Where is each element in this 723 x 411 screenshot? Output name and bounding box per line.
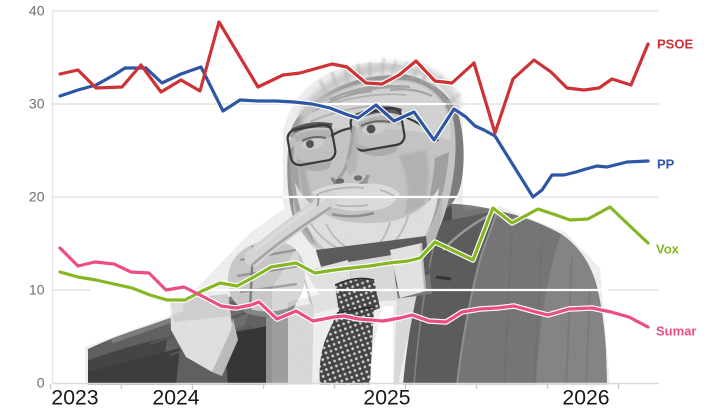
svg-text:30: 30 [29,96,45,112]
svg-text:10: 10 [29,282,45,298]
svg-text:2024: 2024 [152,387,199,407]
svg-text:0: 0 [37,375,45,391]
svg-text:2025: 2025 [363,387,410,407]
svg-text:Vox: Vox [656,242,680,257]
svg-text:40: 40 [29,3,45,19]
svg-text:2023: 2023 [51,387,98,407]
svg-text:20: 20 [29,189,45,205]
svg-text:2026: 2026 [562,387,609,407]
svg-text:Sumar: Sumar [656,324,696,339]
svg-text:PP: PP [657,157,675,172]
svg-text:PSOE: PSOE [657,37,693,52]
